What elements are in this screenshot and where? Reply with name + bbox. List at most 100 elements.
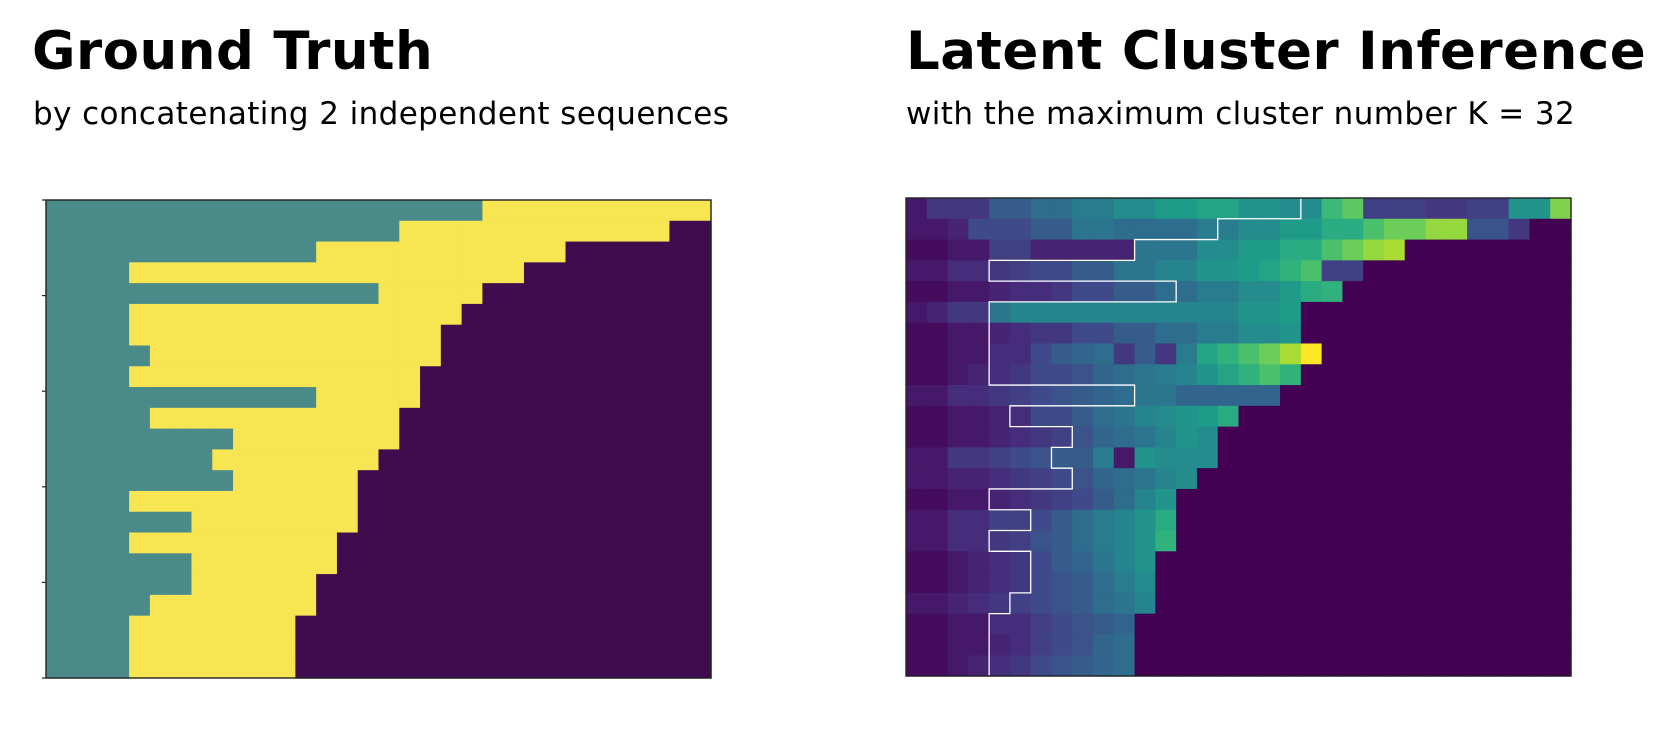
gt-cell xyxy=(46,594,68,617)
lci-cell xyxy=(1280,655,1302,677)
lci-cell xyxy=(1051,239,1073,261)
lci-cell xyxy=(1342,426,1364,448)
lci-cell xyxy=(1529,198,1551,220)
gt-cell xyxy=(378,553,400,575)
gt-cell xyxy=(46,283,68,305)
lci-cell xyxy=(1072,634,1094,656)
gt-cell xyxy=(87,511,109,534)
gt-cell xyxy=(316,615,338,638)
gt-cell xyxy=(316,594,338,617)
lci-cell xyxy=(1113,530,1136,552)
gt-cell xyxy=(627,241,650,263)
gt-cell xyxy=(523,428,546,450)
gt-cell xyxy=(544,428,567,450)
gt-cell xyxy=(669,470,691,492)
lci-cell xyxy=(1342,613,1364,636)
gt-cell xyxy=(420,303,442,326)
gt-cell xyxy=(669,657,691,679)
lci-cell xyxy=(1404,530,1427,552)
lci-cell xyxy=(1300,239,1323,261)
gt-cell xyxy=(316,241,338,263)
lci-cell xyxy=(1383,426,1406,448)
lci-cell xyxy=(1529,239,1551,261)
gt-cell xyxy=(212,470,234,492)
lci-cell xyxy=(926,488,949,511)
lci-cell xyxy=(989,655,1011,677)
gt-cell xyxy=(336,574,359,596)
lci-cell xyxy=(989,447,1011,469)
gt-cell xyxy=(565,553,587,575)
lci-cell xyxy=(989,468,1011,490)
gt-cell xyxy=(87,345,109,367)
gt-cell xyxy=(440,636,463,658)
lci-cell xyxy=(947,509,969,532)
lci-cell xyxy=(1280,239,1302,261)
gt-cell xyxy=(357,657,380,679)
lci-cell xyxy=(906,655,928,677)
gt-cell xyxy=(87,262,109,284)
gt-cell xyxy=(108,615,130,638)
gt-cell xyxy=(87,428,109,450)
lci-cell xyxy=(1342,218,1364,241)
gt-cell xyxy=(149,532,172,554)
gt-cell xyxy=(690,615,712,638)
lci-cell xyxy=(1259,364,1281,386)
lci-cell xyxy=(1217,592,1240,615)
gt-cell xyxy=(274,200,296,222)
gt-cell xyxy=(357,241,380,263)
gt-cell xyxy=(378,407,400,430)
gt-cell xyxy=(627,407,650,430)
lci-cell xyxy=(1134,468,1156,490)
gt-cell xyxy=(274,615,296,638)
latent-cluster-frame xyxy=(905,197,1572,677)
gt-cell xyxy=(129,574,151,596)
lci-cell xyxy=(1404,260,1427,282)
gt-cell xyxy=(523,594,546,617)
gt-cell xyxy=(357,324,380,347)
gt-cell xyxy=(295,511,317,534)
gt-cell xyxy=(46,407,68,430)
lci-cell xyxy=(1093,281,1115,303)
lci-cell xyxy=(1487,468,1510,490)
lci-cell xyxy=(1508,301,1531,324)
lci-cell xyxy=(1300,322,1323,345)
gt-cell xyxy=(420,428,442,450)
gt-cell xyxy=(669,345,691,367)
lci-cell xyxy=(1030,260,1053,282)
lci-cell xyxy=(1404,426,1427,448)
gt-cell xyxy=(170,303,193,326)
gt-cell xyxy=(607,324,629,347)
lci-cell xyxy=(1280,572,1302,594)
gt-cell xyxy=(149,553,172,575)
gt-cell xyxy=(420,387,442,409)
gt-cell xyxy=(586,345,608,367)
lci-cell xyxy=(1176,592,1198,615)
gt-cell xyxy=(149,366,172,388)
gt-cell xyxy=(565,574,587,596)
gt-cell xyxy=(586,220,608,243)
lci-cell xyxy=(1093,551,1115,573)
lci-cell xyxy=(1155,281,1177,303)
lci-cell xyxy=(1196,198,1219,220)
lci-cell xyxy=(1425,468,1447,490)
lci-cell xyxy=(1196,385,1219,407)
gt-cell xyxy=(274,470,296,492)
lci-cell xyxy=(1196,634,1219,656)
lci-cell xyxy=(1467,551,1489,573)
gt-cell xyxy=(170,657,193,679)
latent-cluster-panel: Latent Cluster Inference with the maximu… xyxy=(870,0,1666,746)
lci-cell xyxy=(1134,488,1156,511)
gt-cell xyxy=(336,449,359,471)
gt-cell xyxy=(627,366,650,388)
lci-cell xyxy=(1363,592,1385,615)
gt-cell xyxy=(607,407,629,430)
lci-cell xyxy=(1425,198,1447,220)
lci-cell xyxy=(1342,343,1364,365)
gt-cell xyxy=(87,636,109,658)
lci-cell xyxy=(1529,281,1551,303)
lci-cell xyxy=(906,218,928,241)
gt-cell xyxy=(399,470,421,492)
lci-cell xyxy=(968,613,990,636)
gt-cell xyxy=(523,657,546,679)
lci-cell xyxy=(1113,239,1136,261)
